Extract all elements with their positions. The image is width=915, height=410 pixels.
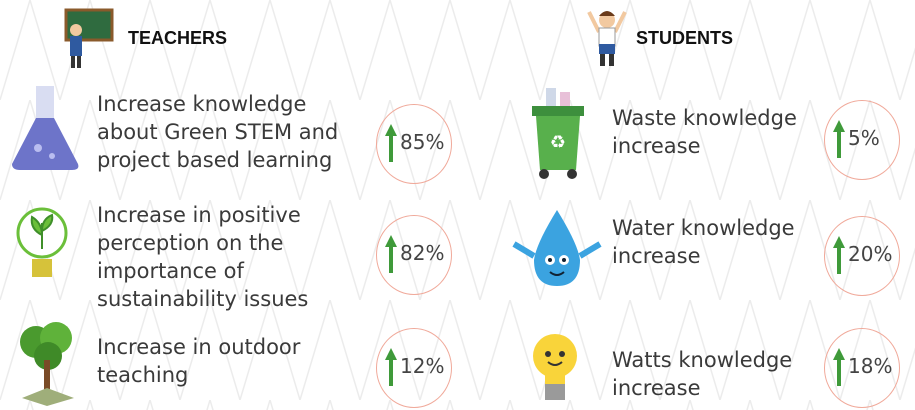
item-description: Increase knowledge about Green STEM and … — [97, 90, 338, 174]
text-line: Water knowledge — [612, 214, 795, 242]
text-line: increase — [612, 374, 792, 402]
text-line: perception on the — [97, 229, 308, 257]
percent-value: 85% — [400, 130, 444, 154]
tree-icon — [14, 320, 80, 406]
lightbulb-icon — [530, 330, 580, 410]
text-line: project based learning — [97, 146, 338, 174]
text-line: Increase in outdoor — [97, 333, 300, 361]
text-line: Increase knowledge — [97, 90, 338, 118]
text-line: Waste knowledge — [612, 104, 797, 132]
text-line: importance of — [97, 257, 308, 285]
item-description: Watts knowledge increase — [612, 346, 792, 402]
item-description: Water knowledge increase — [612, 214, 795, 270]
percent-value: 18% — [848, 354, 892, 378]
text-line: sustainability issues — [97, 285, 308, 313]
percent-badge: 12% — [376, 328, 452, 408]
text-line: about Green STEM and — [97, 118, 338, 146]
student-icon — [585, 6, 629, 68]
text-line: Watts knowledge — [612, 346, 792, 374]
percent-badge: 85% — [376, 104, 452, 184]
item-description: Waste knowledge increase — [612, 104, 797, 160]
svg-text:♻: ♻ — [550, 132, 566, 153]
percent-value: 12% — [400, 354, 444, 378]
recycle-bin-icon: ♻ — [528, 86, 592, 180]
students-title: STUDENTS — [636, 28, 733, 49]
teacher-icon — [58, 6, 118, 68]
infographic: TEACHERS STUDENTS ♻ — [0, 0, 915, 410]
percent-badge: 5% — [824, 100, 900, 180]
teachers-title: TEACHERS — [128, 28, 227, 49]
text-line: increase — [612, 132, 797, 160]
percent-badge: 20% — [824, 216, 900, 296]
item-description: Increase in positive perception on the i… — [97, 201, 308, 313]
percent-badge: 18% — [824, 328, 900, 408]
percent-value: 82% — [400, 241, 444, 265]
bulb-leaf-icon — [12, 205, 72, 285]
text-line: teaching — [97, 361, 300, 389]
water-drop-icon — [510, 206, 604, 292]
flask-icon — [8, 82, 84, 172]
percent-badge: 82% — [376, 215, 452, 295]
item-description: Increase in outdoor teaching — [97, 333, 300, 389]
percent-value: 5% — [848, 126, 880, 150]
text-line: increase — [612, 242, 795, 270]
text-line: Increase in positive — [97, 201, 308, 229]
percent-value: 20% — [848, 242, 892, 266]
